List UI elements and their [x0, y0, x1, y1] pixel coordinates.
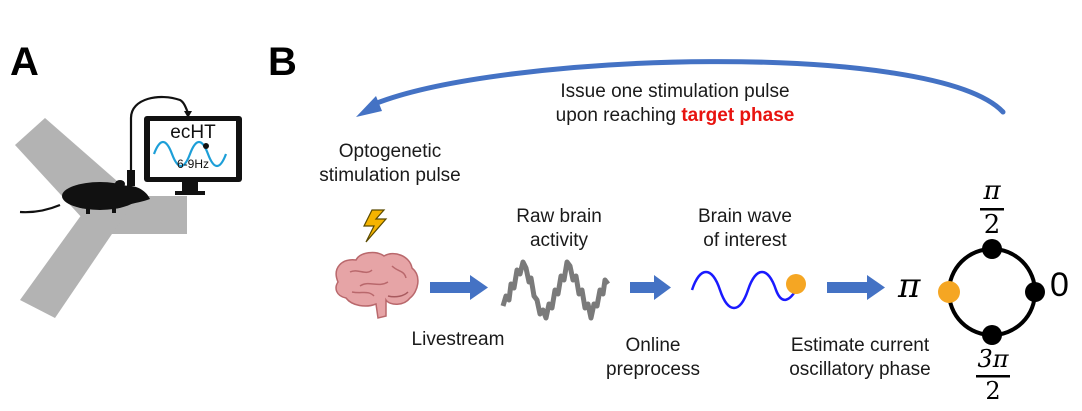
feedback-arrow [369, 59, 1006, 115]
brain-wave-label-line1: Brain wave [698, 206, 792, 227]
flow-arrow-3 [827, 275, 885, 300]
panel-label-b: B [268, 40, 297, 84]
phase-dot-pi-target [938, 281, 960, 303]
monitor-title: ecHT [170, 122, 216, 143]
raw-activity-label-line1: Raw brain [516, 206, 602, 227]
panel-label-a: A [10, 40, 39, 84]
raw-activity-label-line2: activity [529, 230, 589, 251]
stimulation-label-line2: stimulation pulse [319, 165, 461, 186]
phase-label-three-half-pi-num: 3π [977, 345, 1009, 373]
wave-phase-marker [786, 274, 806, 294]
recording-cable [129, 96, 190, 172]
top-note-prefix: upon reaching [555, 105, 682, 126]
phase-dot-zero [1025, 282, 1045, 302]
phase-label-half-pi-num: π [983, 176, 1001, 206]
fraction-bar-half-pi [980, 208, 1004, 211]
flow-arrow-1 [430, 275, 488, 300]
brain-wave-label-line2: of interest [703, 230, 787, 251]
feedback-arrow-head [356, 96, 382, 117]
flow-arrow-2 [630, 275, 671, 300]
preprocess-label: Online preprocess [588, 334, 718, 382]
phase-label-zero: 0 [1050, 266, 1069, 304]
phase-label-three-half-pi-den: 2 [985, 377, 1001, 405]
estimate-phase-label-line2: oscillatory phase [789, 359, 931, 380]
fraction-bar-three-half-pi [976, 375, 1010, 378]
phase-dot-three-half-pi [982, 325, 1002, 345]
raw-brain-activity-trace [500, 259, 610, 321]
brain-wave-label: Brain wave of interest [680, 205, 810, 253]
monitor-icon [144, 116, 242, 195]
top-note-line1: Issue one stimulation pulse [560, 81, 790, 102]
phase-dot-half-pi [982, 239, 1002, 259]
implant [127, 170, 135, 186]
target-phase-highlight: target phase [681, 105, 795, 126]
lightning-bolt-icon [363, 209, 388, 243]
estimate-phase-label: Estimate current oscillatory phase [770, 334, 950, 382]
monitor-band: 6-9Hz [176, 157, 209, 171]
top-note-line2: upon reaching target phase [490, 104, 860, 128]
estimate-phase-label-line1: Estimate current [790, 335, 930, 356]
phase-label-pi: π [898, 266, 921, 306]
preprocess-label-line1: Online [625, 335, 681, 356]
stimulation-label: Optogenetic stimulation pulse [300, 140, 480, 188]
raw-activity-label: Raw brain activity [494, 205, 624, 253]
brain-icon [335, 251, 419, 319]
filtered-brain-wave [690, 270, 798, 310]
stimulation-label-line1: Optogenetic [338, 141, 442, 162]
phase-label-half-pi-den: 2 [983, 210, 1001, 240]
preprocess-label-line2: preprocess [606, 359, 700, 380]
top-note: Issue one stimulation pulse upon reachin… [490, 80, 860, 128]
mouse-icon [19, 180, 150, 214]
phase-circle [947, 247, 1037, 337]
livestream-label: Livestream [411, 329, 505, 350]
